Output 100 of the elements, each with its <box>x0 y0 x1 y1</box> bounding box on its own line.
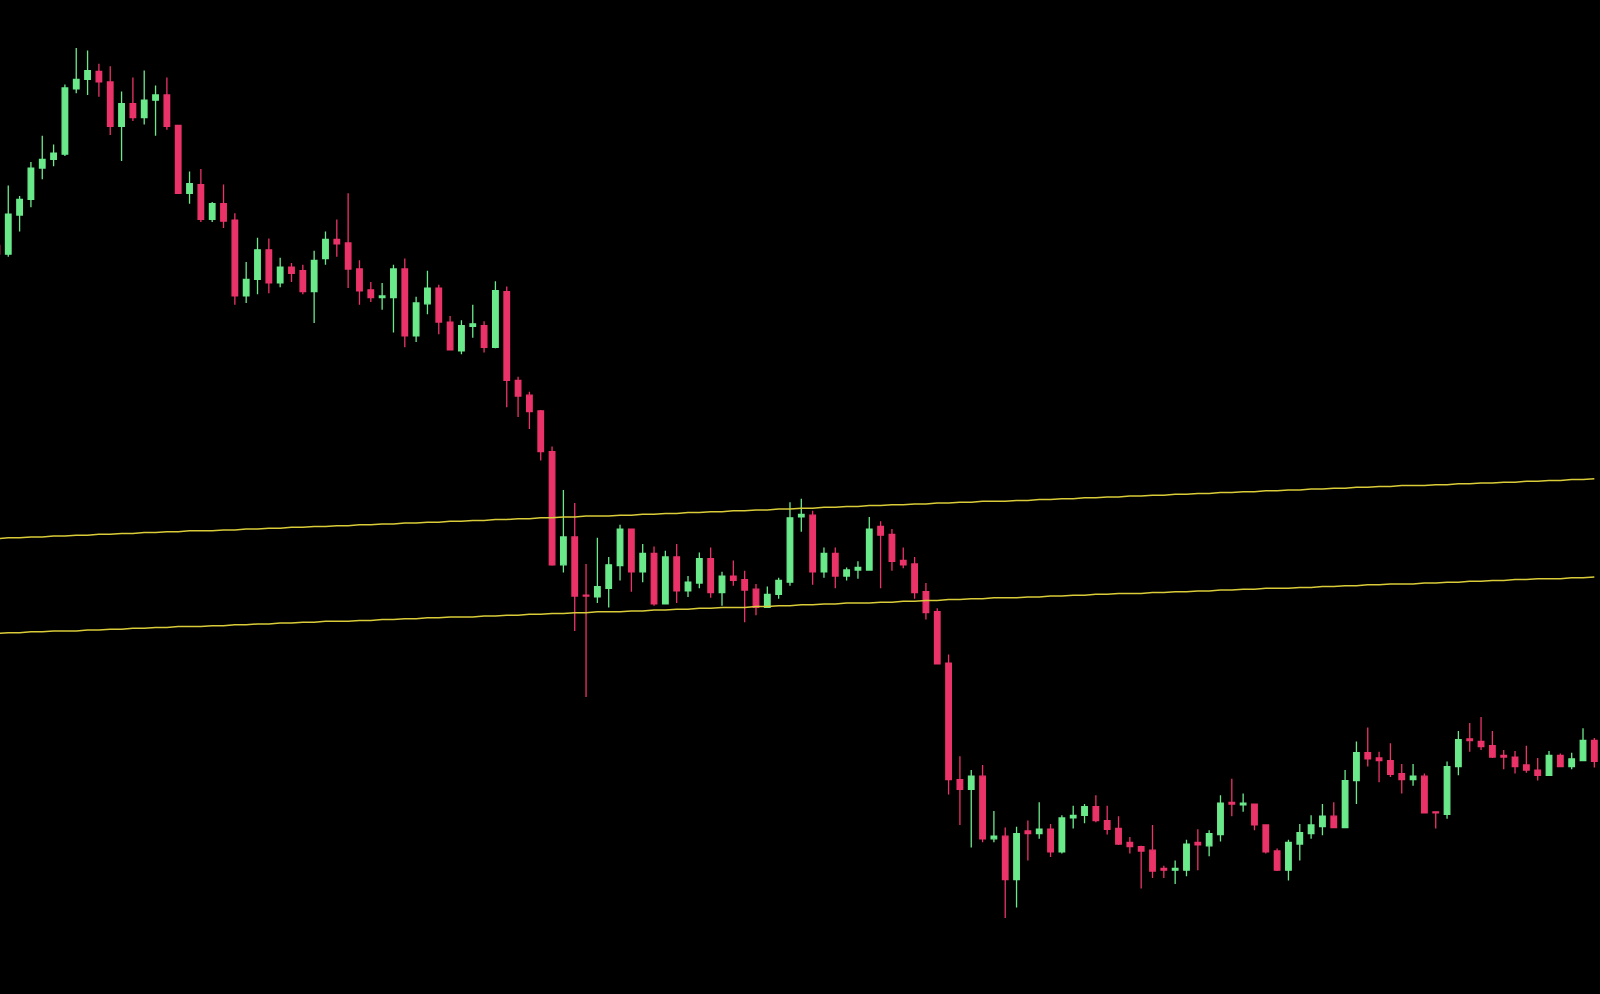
candlestick <box>1092 794 1100 823</box>
candlestick <box>1364 726 1372 768</box>
candlestick <box>729 559 737 587</box>
candlestick <box>1047 823 1054 858</box>
candlestick <box>106 65 114 136</box>
candlestick <box>1454 730 1462 776</box>
candlestick <box>1341 769 1349 829</box>
candlestick <box>38 135 46 181</box>
candlestick <box>401 257 409 348</box>
candlestick <box>446 315 454 351</box>
candlestick <box>775 577 783 600</box>
candlestick <box>831 546 839 589</box>
candlestick <box>435 283 443 335</box>
candlestick <box>707 546 715 599</box>
candlestick <box>72 48 80 94</box>
candlestick <box>1183 839 1190 877</box>
candlestick <box>1149 824 1156 879</box>
candlestick <box>1511 750 1519 775</box>
candlestick <box>1013 826 1020 909</box>
candlestick <box>1432 811 1440 830</box>
candlestick <box>1126 836 1134 855</box>
candlestick <box>231 212 239 306</box>
candlestick <box>684 575 692 598</box>
candlestick <box>84 49 91 96</box>
candlestick <box>344 192 352 289</box>
candlestick <box>242 261 250 304</box>
candlestick <box>979 764 986 843</box>
candlestick <box>333 218 341 258</box>
candlestick <box>1160 865 1168 879</box>
candlestick <box>1137 846 1145 890</box>
candlestick <box>140 69 148 126</box>
candlestick <box>503 285 511 408</box>
candlestick <box>1307 814 1315 840</box>
candlestick <box>718 571 726 607</box>
candlestick <box>1568 752 1576 770</box>
candlestick <box>559 489 567 574</box>
candlestick <box>1466 722 1474 753</box>
candlestick <box>877 520 885 589</box>
candlestick <box>299 263 307 295</box>
candlestick <box>616 524 624 582</box>
candlestick <box>1590 737 1598 769</box>
candlestick <box>50 143 58 167</box>
candlestick <box>843 566 851 582</box>
candlestick <box>265 237 273 294</box>
candlestick <box>1386 742 1394 778</box>
candlestick <box>537 409 545 462</box>
candlestick <box>1251 803 1258 831</box>
candlestick <box>480 320 488 354</box>
candlestick <box>1353 740 1360 805</box>
candlestick <box>1296 823 1304 862</box>
candlestick <box>525 391 533 430</box>
candlestick <box>990 810 998 843</box>
candlestick <box>208 201 216 223</box>
candlestick <box>1443 760 1451 820</box>
candlestick <box>956 755 964 826</box>
candlestick <box>1228 778 1236 817</box>
candlestick <box>152 84 159 137</box>
candlestick <box>1058 814 1066 855</box>
candlestick <box>933 607 941 665</box>
candlestick <box>945 653 953 796</box>
candlestick <box>322 230 329 266</box>
candlestick <box>1035 801 1043 840</box>
candlestick <box>1522 745 1530 774</box>
candlestick <box>1330 801 1338 829</box>
candlestick <box>514 376 522 418</box>
candlestick <box>639 543 647 583</box>
candlestick <box>1217 794 1224 843</box>
candlestick <box>1477 716 1485 751</box>
candlestick <box>899 546 907 569</box>
candlestick <box>1069 805 1077 830</box>
candlestick <box>695 551 703 589</box>
candlestick <box>661 550 669 605</box>
candlestick <box>378 282 386 311</box>
candlestick <box>16 195 24 233</box>
candlestick <box>820 546 828 579</box>
candlestick <box>865 516 873 571</box>
candlestick <box>571 502 579 632</box>
candlestick <box>1205 829 1213 857</box>
candlestick <box>605 556 613 609</box>
candlestick <box>27 161 35 208</box>
candlestick <box>1579 727 1587 762</box>
candlestick <box>1285 839 1292 882</box>
candlestick <box>1024 819 1032 862</box>
candlestick <box>1319 803 1326 836</box>
candlestick <box>1262 824 1270 855</box>
candlestick <box>1534 757 1542 782</box>
candlestick <box>1273 847 1281 872</box>
candlestick <box>424 270 431 315</box>
candlestick <box>61 83 69 157</box>
candlestick <box>1556 752 1564 768</box>
candlestick <box>254 237 261 295</box>
candlestick <box>809 510 817 586</box>
candlestick <box>1398 763 1406 795</box>
candlestick <box>174 124 182 194</box>
candlestick <box>412 296 420 343</box>
candlestick <box>1500 749 1508 770</box>
candlestick <box>129 76 137 122</box>
candlestick <box>4 184 12 258</box>
candlestick <box>922 582 930 621</box>
candlestick <box>1103 805 1111 836</box>
